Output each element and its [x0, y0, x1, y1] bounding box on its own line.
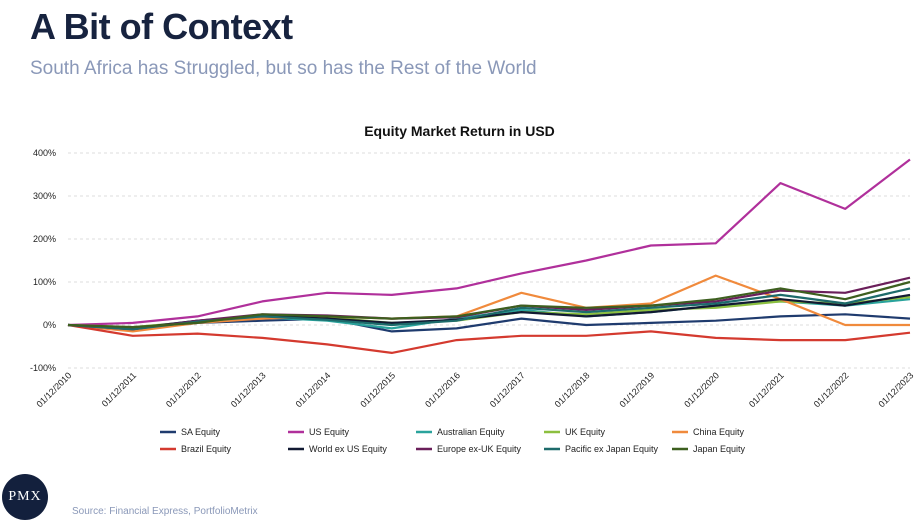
x-tick-label: 01/12/2018 — [553, 370, 592, 409]
legend-label: China Equity — [693, 427, 745, 437]
legend-label: US Equity — [309, 427, 350, 437]
y-tick-label: -100% — [30, 363, 56, 373]
y-tick-label: 300% — [33, 191, 56, 201]
x-tick-label: 01/12/2013 — [229, 370, 268, 409]
legend-label: Brazil Equity — [181, 444, 232, 454]
series-line — [67, 280, 911, 329]
x-tick-label: 01/12/2011 — [100, 370, 138, 408]
page-subtitle: South Africa has Struggled, but so has t… — [30, 58, 537, 79]
chart-title: Equity Market Return in USD — [364, 123, 555, 139]
legend-label: Europe ex-UK Equity — [437, 444, 522, 454]
x-tick-label: 01/12/2019 — [617, 370, 656, 409]
legend-label: World ex US Equity — [309, 444, 387, 454]
x-tick-label: 01/12/2016 — [423, 370, 462, 409]
y-tick-label: 200% — [33, 234, 56, 244]
x-tick-label: 01/12/2014 — [294, 370, 333, 409]
legend-label: Australian Equity — [437, 427, 505, 437]
y-tick-label: 0% — [43, 320, 56, 330]
x-tick-label: 01/12/2017 — [488, 370, 527, 409]
x-tick-label: 01/12/2021 — [747, 370, 786, 409]
page-title: A Bit of Context — [30, 6, 293, 47]
series-line — [67, 158, 911, 327]
source-note: Source: Financial Express, PortfolioMetr… — [72, 506, 258, 517]
legend-label: UK Equity — [565, 427, 606, 437]
legend-label: Japan Equity — [693, 444, 746, 454]
x-tick-label: 01/12/2020 — [682, 370, 721, 409]
series-line — [67, 323, 911, 354]
x-tick-label: 01/12/2010 — [34, 370, 73, 409]
pmx-logo: PMX — [2, 474, 48, 520]
x-tick-label: 01/12/2023 — [876, 370, 915, 409]
y-tick-label: 100% — [33, 277, 56, 287]
y-tick-label: 400% — [33, 148, 56, 158]
legend-label: Pacific ex Japan Equity — [565, 444, 659, 454]
legend-label: SA Equity — [181, 427, 221, 437]
x-tick-label: 01/12/2015 — [358, 370, 397, 409]
x-tick-label: 01/12/2022 — [812, 370, 851, 409]
x-tick-label: 01/12/2012 — [164, 370, 203, 409]
